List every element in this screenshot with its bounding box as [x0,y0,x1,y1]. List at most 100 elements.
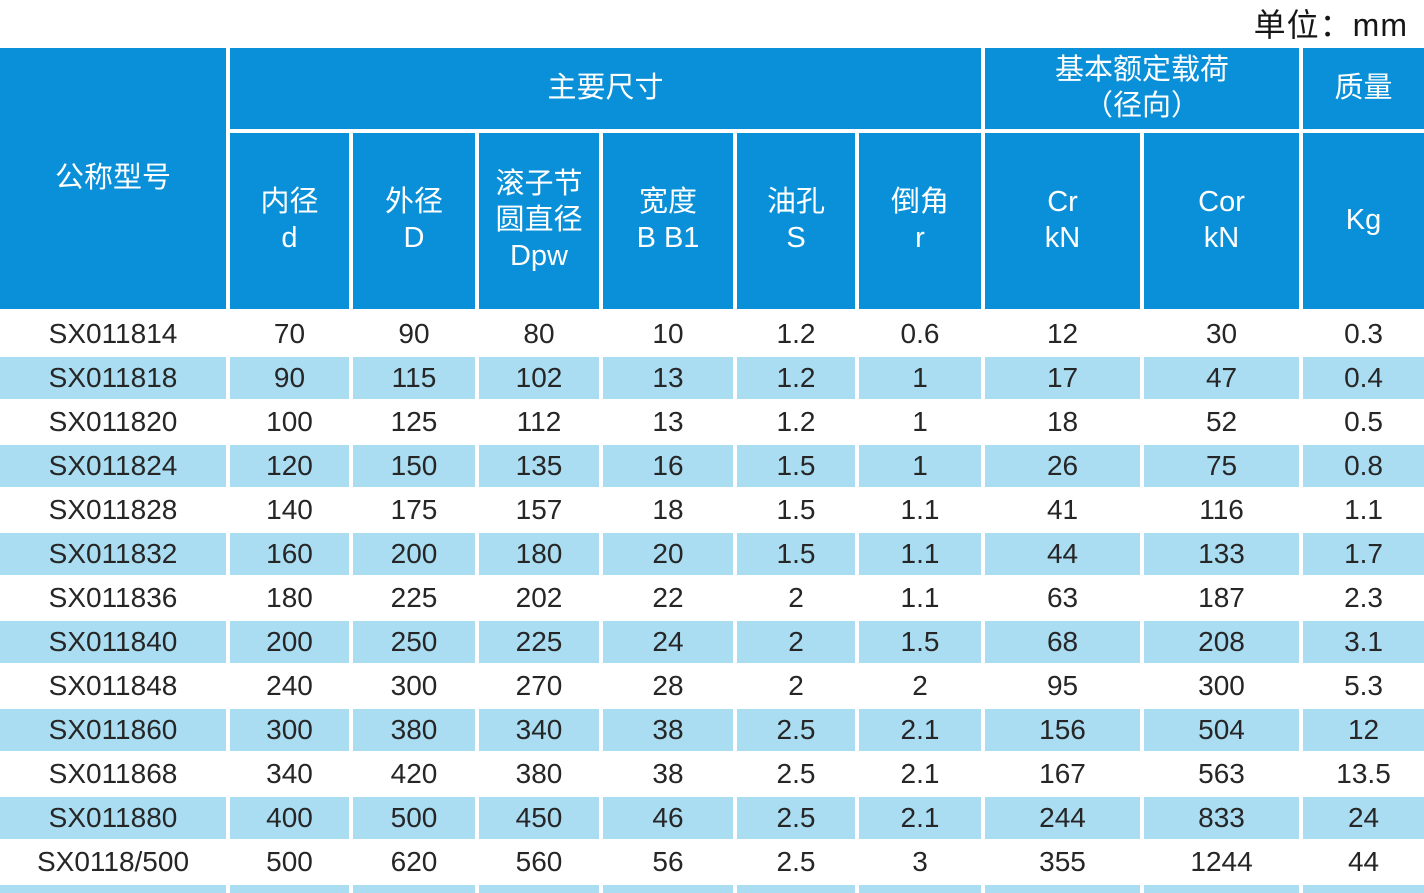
value-cell [353,885,479,893]
value-cell: 2.1 [859,797,986,841]
value-cell: 135 [479,445,603,489]
value-cell: 1.7 [1303,533,1424,577]
value-cell: 140 [230,489,353,533]
bearing-spec-table: 公称型号 主要尺寸 基本额定载荷 （径向） 质量 内径 d 外径 D 滚子节 圆直径… [0,48,1424,893]
col-header-main-dimensions: 主要尺寸 [230,48,986,133]
value-cell: 26 [985,445,1145,489]
value-cell: 28 [603,665,737,709]
value-cell: 75 [1144,445,1304,489]
value-cell: 1.5 [737,489,859,533]
table-row: SX011814 70 90 80 10 1.2 0.6 12 30 0.3 [0,313,1424,357]
value-cell: 156 [985,709,1145,753]
value-cell: 90 [353,313,479,357]
value-cell: 1 [859,357,986,401]
value-cell: 1.1 [859,489,986,533]
value-cell: 22 [603,577,737,621]
value-cell: 116 [1144,489,1304,533]
value-cell: 12 [1303,709,1424,753]
value-cell: 150 [353,445,479,489]
value-cell [479,885,603,893]
subheader-cell: 外径 D [353,133,479,313]
value-cell: 200 [230,621,353,665]
value-cell: 44 [985,533,1145,577]
value-cell: 1.1 [1303,489,1424,533]
value-cell: 115 [353,357,479,401]
table-row: SX011832 160 200 180 20 1.5 1.1 44 133 1.7 [0,533,1424,577]
value-cell: 300 [1144,665,1304,709]
value-cell: 355 [985,841,1145,885]
subheader-cell: Cr kN [985,133,1145,313]
model-cell: SX011818 [0,357,230,401]
value-cell: 2.3 [1303,577,1424,621]
value-cell: 1244 [1144,841,1304,885]
table-row: SX011828 140 175 157 18 1.5 1.1 41 116 1.1 [0,489,1424,533]
value-cell: 56 [603,841,737,885]
value-cell: 380 [353,709,479,753]
value-cell: 225 [479,621,603,665]
value-cell: 24 [603,621,737,665]
value-cell: 3 [859,841,986,885]
value-cell: 0.6 [859,313,986,357]
value-cell: 30 [1144,313,1304,357]
value-cell: 52 [1144,401,1304,445]
table-row: SX011868 340 420 380 38 2.5 2.1 167 563 13.5 [0,753,1424,797]
model-cell: SX0118/500 [0,841,230,885]
value-cell: 250 [353,621,479,665]
value-cell: 270 [479,665,603,709]
value-cell: 41 [985,489,1145,533]
value-cell: 0.5 [1303,401,1424,445]
value-cell: 1.5 [737,445,859,489]
value-cell: 20 [603,533,737,577]
value-cell: 2 [737,577,859,621]
model-cell: SX011868 [0,753,230,797]
value-cell: 1.5 [859,621,986,665]
value-cell: 200 [353,533,479,577]
model-cell: SX011814 [0,313,230,357]
value-cell: 12 [985,313,1145,357]
value-cell: 450 [479,797,603,841]
value-cell: 180 [479,533,603,577]
table-row: SX011820 100 125 112 13 1.2 1 18 52 0.5 [0,401,1424,445]
value-cell: 46 [603,797,737,841]
unit-label: 单位：mm [1253,7,1408,43]
subheader-cell: 宽度 B B1 [603,133,737,313]
value-cell: 340 [479,709,603,753]
value-cell: 560 [479,841,603,885]
value-cell: 10 [603,313,737,357]
value-cell: 13.5 [1303,753,1424,797]
subheader-cell: Cor kN [1144,133,1304,313]
value-cell: 18 [603,489,737,533]
value-cell: 24 [1303,797,1424,841]
table-row: SX011840 200 250 225 24 2 1.5 68 208 3.1 [0,621,1424,665]
subheader-cell: 滚子节 圆直径 Dpw [479,133,603,313]
value-cell: 300 [230,709,353,753]
value-cell: 244 [985,797,1145,841]
value-cell [1303,885,1424,893]
value-cell: 167 [985,753,1145,797]
value-cell: 38 [603,709,737,753]
value-cell: 500 [353,797,479,841]
value-cell [230,885,353,893]
value-cell: 340 [230,753,353,797]
model-cell: SX011860 [0,709,230,753]
value-cell: 2 [859,665,986,709]
value-cell: 2 [737,665,859,709]
value-cell: 2.5 [737,753,859,797]
value-cell: 1.2 [737,313,859,357]
value-cell: 70 [230,313,353,357]
value-cell: 0.8 [1303,445,1424,489]
model-cell: SX011824 [0,445,230,489]
value-cell: 420 [353,753,479,797]
value-cell: 125 [353,401,479,445]
value-cell: 202 [479,577,603,621]
value-cell: 833 [1144,797,1304,841]
value-cell: 2.5 [737,709,859,753]
value-cell: 16 [603,445,737,489]
value-cell: 17 [985,357,1145,401]
value-cell [859,885,986,893]
value-cell: 2.1 [859,753,986,797]
value-cell: 13 [603,401,737,445]
model-cell: SX011840 [0,621,230,665]
value-cell: 3.1 [1303,621,1424,665]
